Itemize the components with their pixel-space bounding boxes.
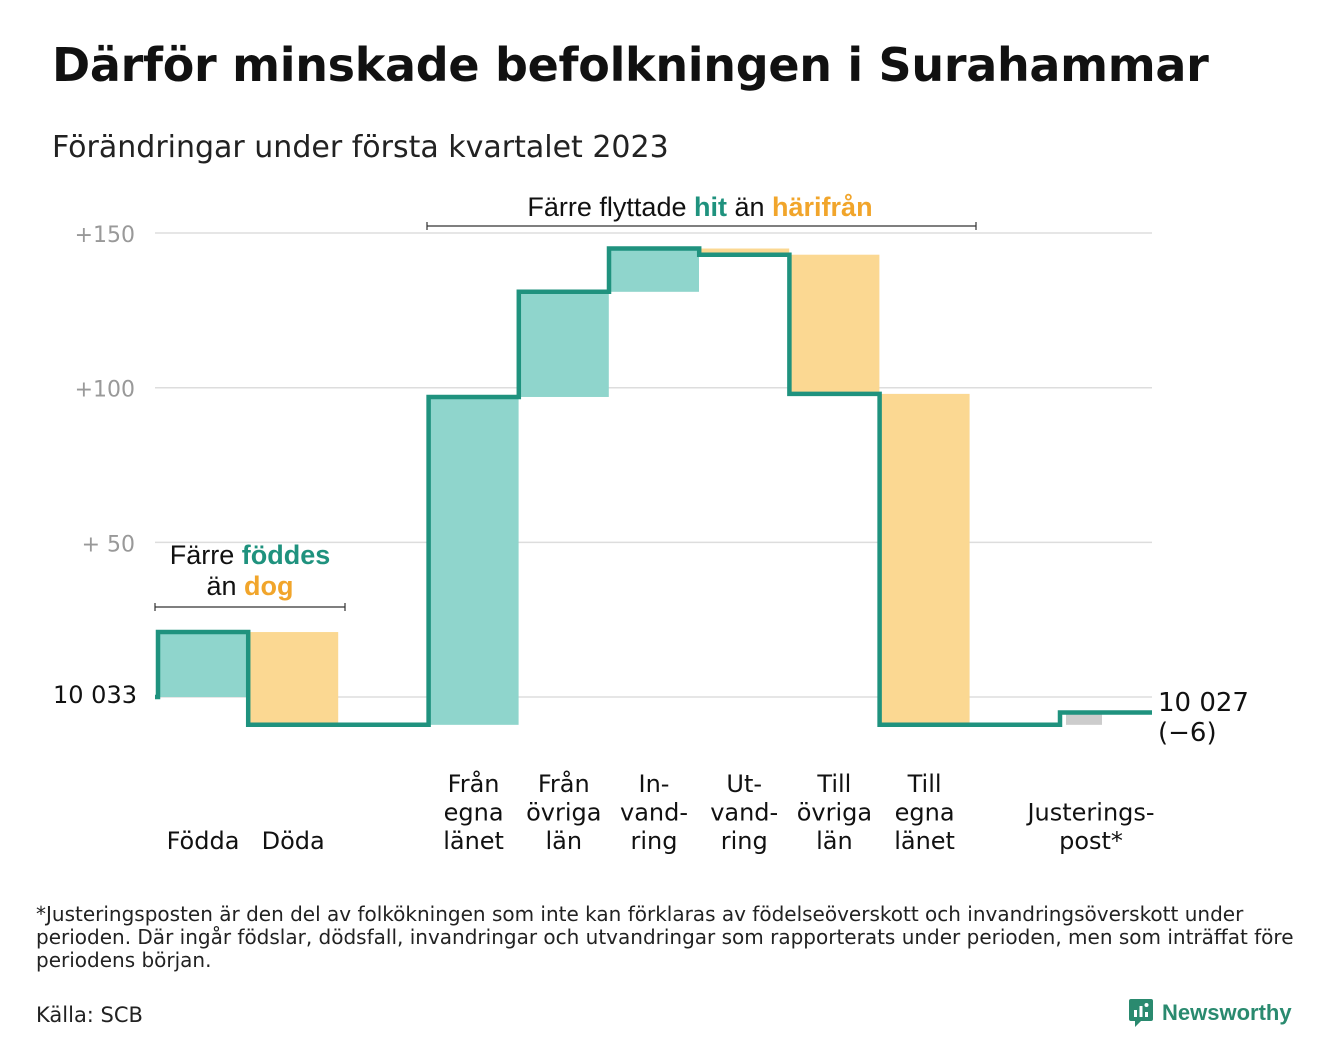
y-tick-label: +150 [75, 223, 135, 248]
annotation-part: Färre [170, 540, 242, 570]
category-label: Ut- [726, 770, 762, 798]
bar-justeringspost- [1066, 712, 1102, 725]
category-label: Från [538, 769, 590, 798]
category-label: övriga [797, 799, 872, 827]
annotation-part: än [206, 571, 244, 601]
annotation-part: härifrån [772, 192, 873, 222]
category-label: länet [894, 827, 955, 855]
end-change-label: (−6) [1158, 718, 1217, 748]
annotation-births-deaths: Färre föddes [170, 540, 331, 570]
category-label: Från [448, 769, 500, 798]
bar-till-övriga-län [789, 254, 880, 394]
category-label: ring [721, 827, 768, 855]
annotation-part: än [727, 192, 772, 222]
annotation-migration: Färre flyttade hit än härifrån [527, 192, 872, 222]
annotation-part: Färre flyttade [527, 192, 694, 222]
footnote: *Justeringsposten är den del av folkökni… [36, 902, 1294, 972]
bracket-migration [426, 222, 977, 230]
y-tick-label: + 50 [82, 532, 135, 557]
category-label: Justerings- [1025, 799, 1154, 827]
category-label: Döda [262, 827, 325, 855]
category-label: ring [631, 827, 678, 855]
bar-döda [248, 632, 339, 725]
category-label: Till [816, 770, 851, 798]
newsworthy-logo-icon [1129, 999, 1153, 1027]
source-label: Källa: SCB [36, 1003, 143, 1027]
annotation-births-deaths: än dog [206, 571, 293, 601]
category-label: län [816, 827, 853, 855]
y-tick-label: +100 [75, 378, 135, 403]
category-label: övriga [526, 799, 601, 827]
running-total-line [155, 246, 1152, 728]
category-label: In- [639, 770, 670, 798]
bracket-births-deaths [154, 603, 346, 611]
category-label: vand- [620, 799, 688, 827]
start-value-label: 10 033 [53, 681, 137, 709]
brand-logo: Newsworthy [1128, 996, 1292, 1030]
annotation-part: föddes [242, 540, 331, 570]
category-label: Till [907, 770, 942, 798]
category-label: Födda [167, 827, 240, 855]
category-label: egna [895, 799, 955, 827]
bar-födda [158, 632, 248, 697]
bar-till-egna-länet [879, 393, 970, 725]
page-title: Därför minskade befolkningen i Surahamma… [52, 38, 1209, 92]
bar-utvandring [699, 248, 790, 255]
page-subtitle: Förändringar under första kvartalet 2023 [52, 130, 669, 165]
bar-från-egna-länet [428, 396, 519, 725]
category-label: länet [443, 827, 504, 855]
annotation-part: hit [694, 192, 727, 222]
brand-name: Newsworthy [1162, 1000, 1292, 1025]
bar-från-övriga-län [518, 291, 609, 397]
end-value-label: 10 027 [1158, 688, 1249, 718]
annotation-part: dog [244, 571, 293, 601]
category-label: post* [1059, 827, 1123, 855]
category-label: vand- [710, 799, 778, 827]
bar-invandring [609, 248, 699, 292]
category-label: egna [444, 799, 504, 827]
category-label: län [546, 827, 583, 855]
